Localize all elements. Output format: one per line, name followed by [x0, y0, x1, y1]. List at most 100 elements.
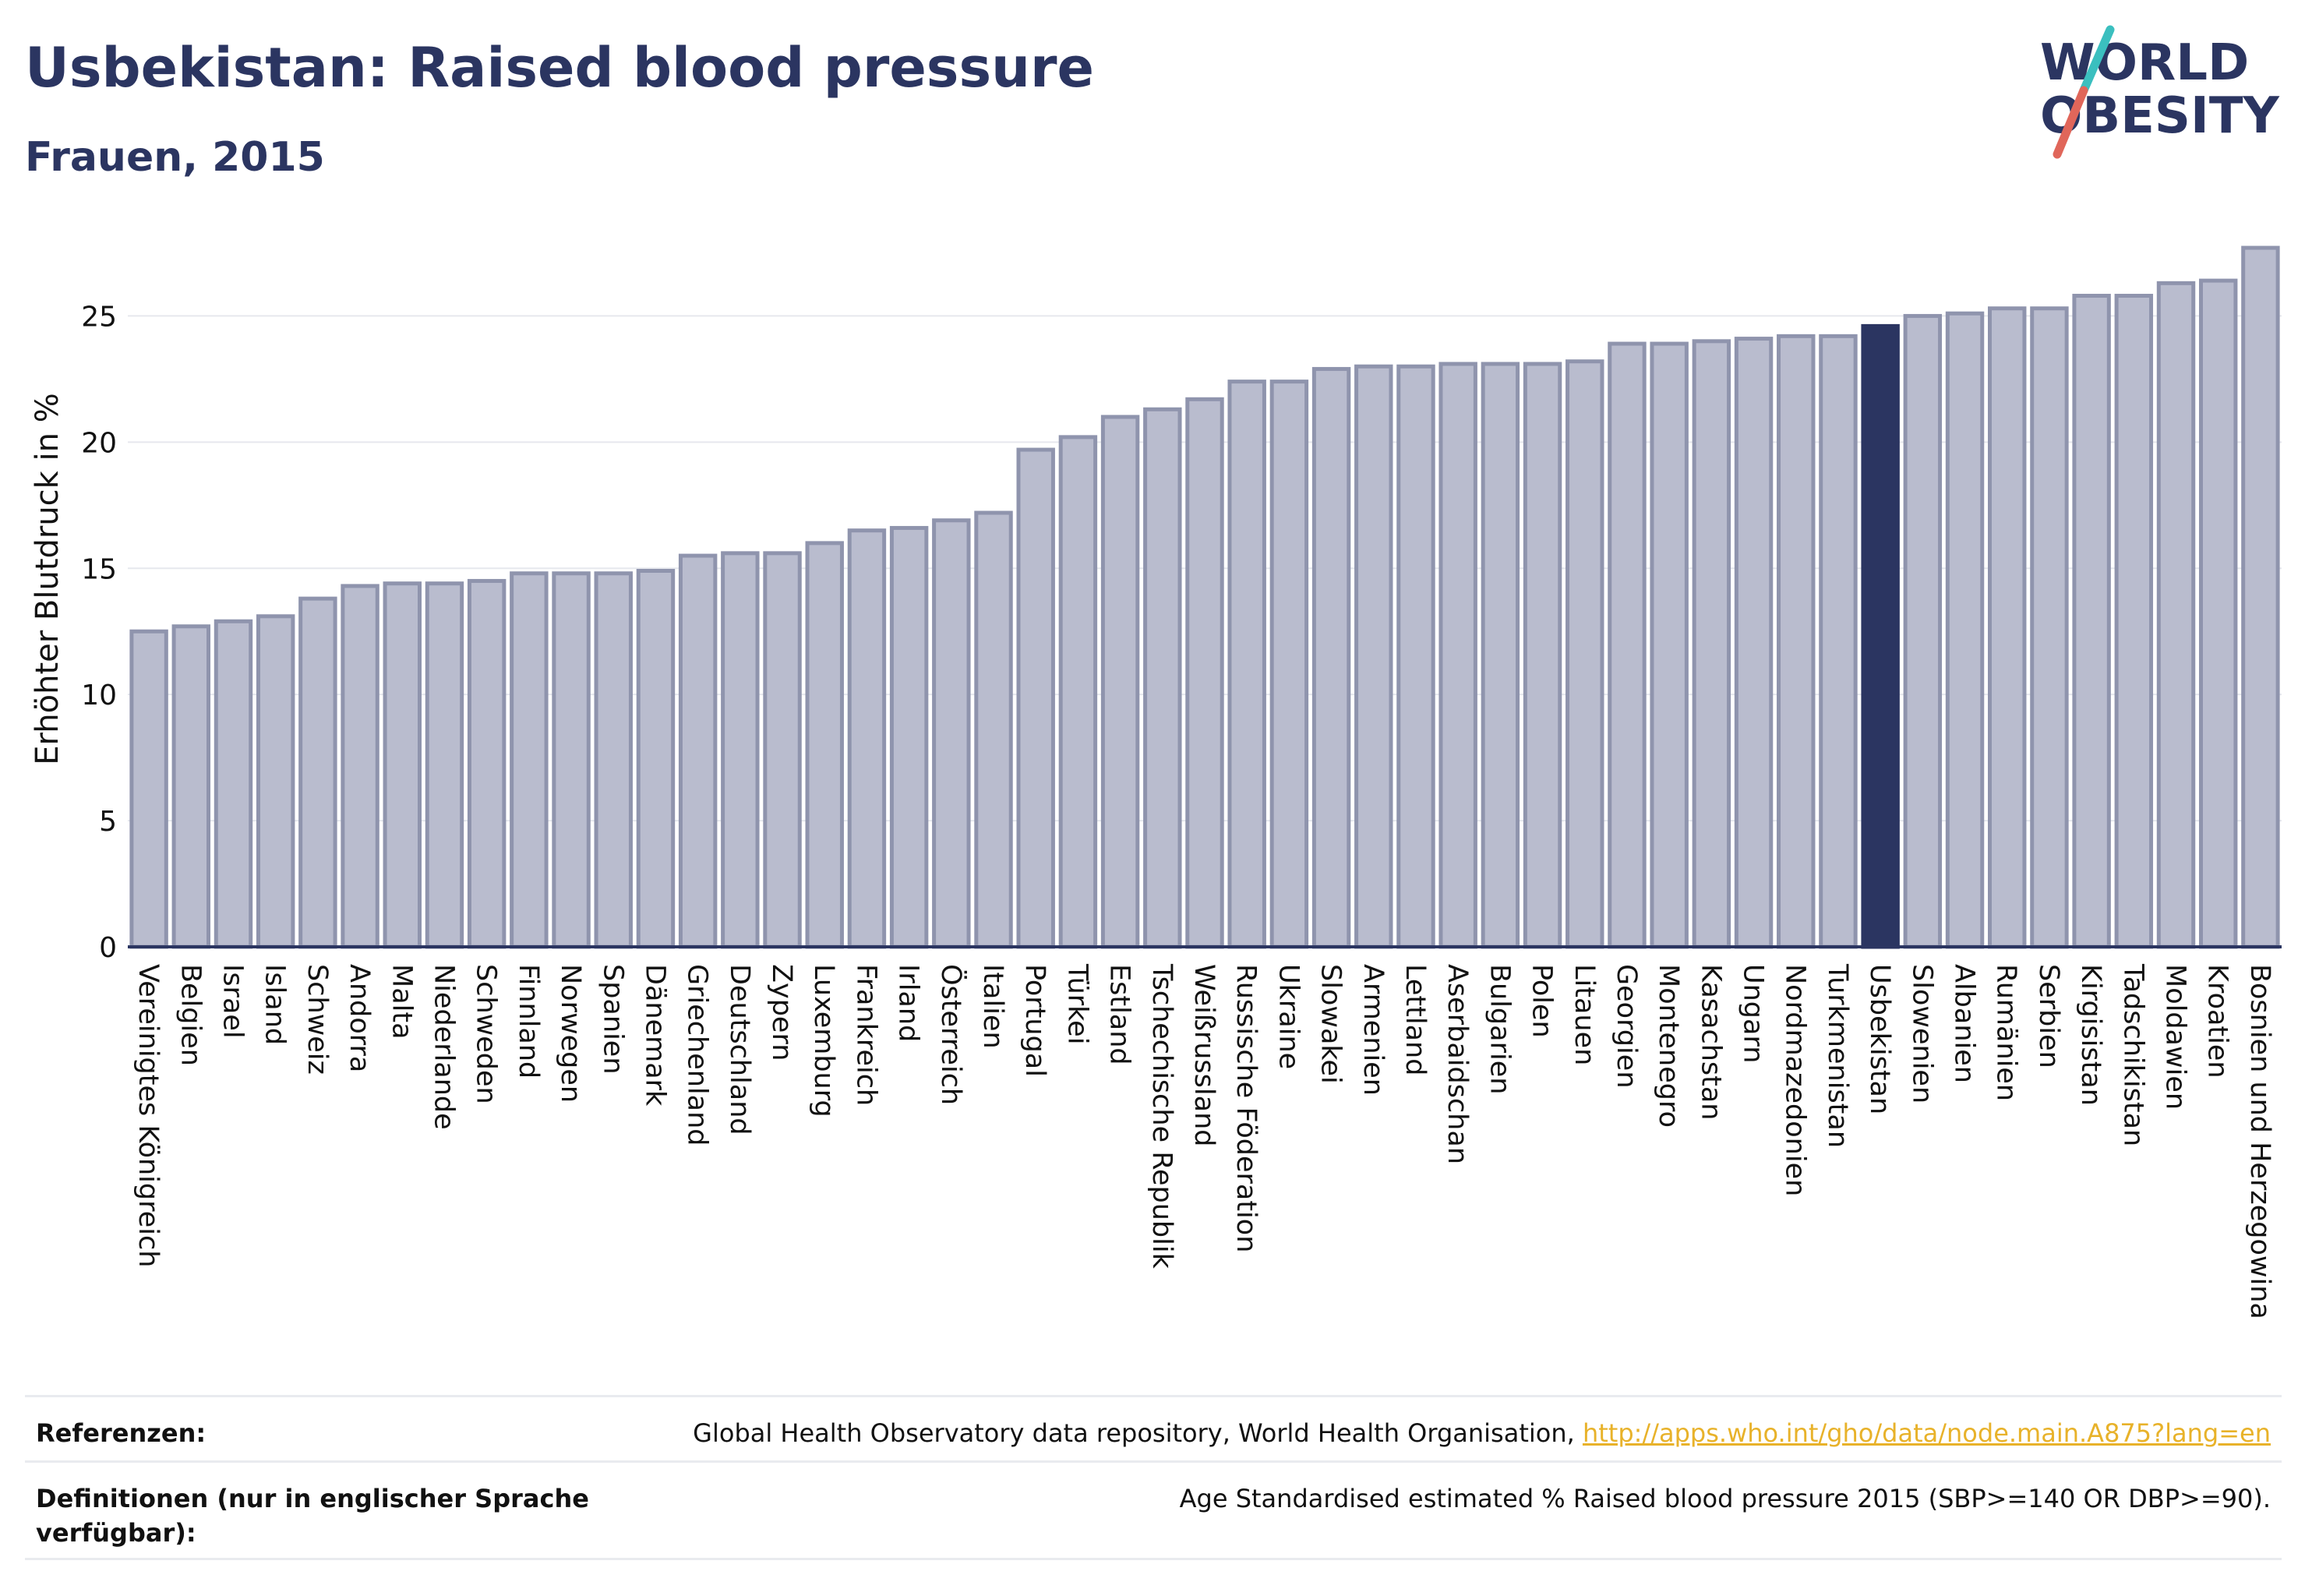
bar: [805, 541, 844, 949]
bars: [129, 245, 2280, 949]
x-tick-label: Vereinigtes Königreich: [132, 964, 164, 1267]
x-tick-label: Tschechische Republik: [1146, 963, 1177, 1269]
x-tick-label: Nordmazedonien: [1780, 964, 1811, 1196]
bar: [1100, 415, 1140, 949]
x-tick-label: Polen: [1527, 964, 1558, 1038]
x-tick-label: Schweiz: [302, 964, 333, 1075]
bar: [552, 571, 591, 949]
x-tick-label: Moldawien: [2160, 964, 2191, 1110]
bar: [214, 619, 253, 949]
definitions-row: Definitionen (nur in englischer Sprache …: [25, 1460, 2282, 1560]
bar: [721, 551, 760, 949]
bar: [889, 525, 929, 949]
x-tick-label: Albanien: [1949, 964, 1980, 1083]
bar: [2241, 245, 2280, 949]
bar: [1945, 311, 1985, 949]
references-text: Global Health Observatory data repositor…: [693, 1418, 1583, 1448]
bar: [1777, 334, 1816, 949]
x-tick-label: Kroatien: [2202, 964, 2233, 1079]
bar-chart: 0 5 10 15 20 25 Vereinigtes Königreich Belgien…: [30, 245, 2282, 1319]
bar: [129, 629, 168, 949]
x-tick-label: Georgien: [1611, 964, 1642, 1089]
x-tick-label: Italien: [977, 964, 1008, 1049]
definitions-label: Definitionen (nur in englischer Sprache …: [36, 1484, 589, 1548]
x-tick-label: Norwegen: [555, 964, 586, 1103]
x-tick-label: Bulgarien: [1484, 964, 1515, 1094]
x-tick-label: Rumänien: [1991, 964, 2022, 1101]
bar: [383, 581, 422, 949]
bar: [2114, 294, 2154, 949]
x-tick-label: Armenien: [1357, 964, 1389, 1096]
bar: [1438, 362, 1477, 949]
bar: [1481, 362, 1520, 949]
bar: [2198, 278, 2238, 949]
x-tick-label: Island: [259, 964, 291, 1045]
bar: [1016, 447, 1055, 949]
bar: [1523, 362, 1562, 949]
x-tick-label: Finnland: [513, 964, 544, 1079]
x-tick-label: Bosnien und Herzegowina: [2244, 964, 2275, 1319]
x-tick-label: Aserbaidschan: [1442, 964, 1473, 1164]
x-tick-label: Deutschland: [724, 964, 755, 1135]
x-tick-label: Ukraine: [1273, 964, 1304, 1069]
bar: [2156, 281, 2196, 949]
references-row: Referenzen: Global Health Observatory da…: [25, 1395, 2282, 1460]
x-tick-label: Griechenland: [682, 964, 713, 1146]
bar: [425, 581, 464, 949]
x-tick-label: Turkmenistan: [1822, 963, 1853, 1148]
x-tick-label: Slowenien: [1906, 964, 1937, 1103]
x-tick-label: Niederlande: [428, 964, 459, 1130]
y-tick-label: 10: [81, 680, 117, 711]
x-tick-label: Luxemburg: [808, 964, 839, 1118]
x-tick-label: Montenegro: [1653, 964, 1684, 1128]
footer: Referenzen: Global Health Observatory da…: [25, 1395, 2282, 1560]
bar: [974, 510, 1013, 949]
bar: [932, 518, 971, 949]
bar: [298, 596, 337, 949]
x-tick-label: Kasachstan: [1695, 964, 1726, 1120]
x-tick-label: Dänemark: [639, 964, 670, 1107]
bar: [2030, 306, 2069, 949]
x-tick-label: Ungarn: [1738, 964, 1769, 1063]
bar: [467, 578, 507, 949]
x-tick-label: Türkei: [1061, 963, 1092, 1044]
logo-line1: WORLD: [2040, 34, 2249, 92]
logo-slash-top: [2079, 25, 2115, 95]
references-label: Referenzen:: [36, 1418, 206, 1448]
y-tick-label: 25: [81, 301, 117, 333]
bar: [636, 568, 676, 949]
x-tick-label: Litauen: [1569, 964, 1600, 1065]
chart-subtitle: Frauen, 2015: [25, 134, 325, 181]
bar: [1734, 337, 1774, 949]
x-tick-labels: Vereinigtes Königreich Belgien Israel Islan…: [132, 963, 2275, 1319]
bar: [1903, 313, 1943, 949]
y-tick-label: 15: [81, 553, 117, 585]
bar: [594, 571, 633, 949]
bar: [763, 551, 802, 949]
bar: [1058, 435, 1098, 949]
x-tick-label: Lettland: [1400, 964, 1431, 1075]
bar: [1608, 341, 1647, 949]
bar: [1143, 407, 1182, 949]
x-tick-label: Österreich: [935, 964, 968, 1105]
x-tick-label: Portugal: [1019, 964, 1050, 1077]
definitions-text: Age Standardised estimated % Raised bloo…: [1179, 1484, 2271, 1513]
x-tick-label: Frankreich: [850, 964, 881, 1106]
references-link[interactable]: http://apps.who.int/gho/data/node.main.A…: [1582, 1418, 2271, 1448]
bar-highlighted: [1861, 323, 1900, 949]
bar: [341, 584, 379, 949]
x-tick-label: Malta: [386, 964, 417, 1040]
bar: [256, 614, 295, 949]
x-tick-label: Russische Föderation: [1230, 964, 1262, 1252]
x-tick-label: Israel: [217, 964, 248, 1039]
bar: [1269, 380, 1309, 949]
x-tick-label: Serbien: [2033, 964, 2064, 1068]
bar: [1185, 397, 1224, 949]
bar: [2072, 294, 2111, 949]
bar: [1692, 339, 1731, 949]
x-tick-label: Weißrussland: [1188, 964, 1220, 1146]
bar: [171, 624, 211, 949]
y-tick-labels: 0 5 10 15 20 25: [81, 301, 117, 964]
bar: [1565, 359, 1604, 949]
world-obesity-logo: WORLD OBESITY: [2040, 25, 2279, 159]
